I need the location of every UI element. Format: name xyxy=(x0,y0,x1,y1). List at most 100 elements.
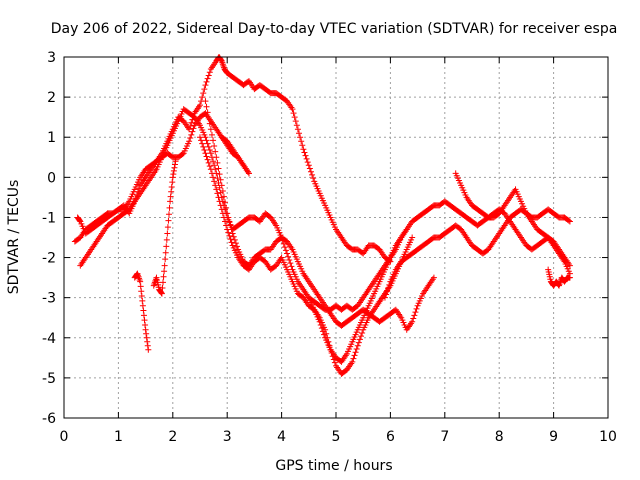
data-point-track-4 xyxy=(208,131,215,138)
y-axis-label: SDTVAR / TECUs xyxy=(6,180,22,295)
data-point-track-9 xyxy=(144,338,151,345)
data-point-track-1 xyxy=(297,134,304,141)
data-point-track-5 xyxy=(354,342,361,349)
data-point-track-10 xyxy=(163,236,170,243)
data-point-track-10 xyxy=(164,230,171,237)
data-point-track-4 xyxy=(215,165,222,172)
x-tick-label: 4 xyxy=(277,429,286,445)
data-point-track-3 xyxy=(288,263,295,270)
data-point-track-1 xyxy=(290,110,297,117)
data-point-track-6 xyxy=(316,318,323,325)
data-point-track-9 xyxy=(143,334,150,341)
data-point-track-9 xyxy=(140,312,147,319)
data-point-track-1 xyxy=(200,90,207,97)
data-point-track-2 xyxy=(187,135,194,142)
data-point-track-1 xyxy=(302,152,309,159)
data-point-track-10 xyxy=(170,171,177,178)
data-point-track-5 xyxy=(197,134,203,141)
data-point-track-7 xyxy=(381,294,388,301)
data-point-track-3 xyxy=(203,137,210,144)
y-tick-label: -5 xyxy=(42,371,56,387)
data-point-track-4 xyxy=(411,312,418,319)
x-tick-label: 5 xyxy=(332,429,341,445)
data-point-track-5 xyxy=(223,222,230,229)
x-tick-label: 6 xyxy=(386,429,395,445)
x-tick-label: 2 xyxy=(168,429,177,445)
data-point-track-10 xyxy=(168,183,175,190)
data-point-track-4 xyxy=(206,120,213,127)
data-point-track-1 xyxy=(187,122,194,129)
data-point-track-1 xyxy=(299,142,306,149)
data-point-track-5 xyxy=(353,346,360,353)
data-point-track-4 xyxy=(204,109,211,116)
data-point-track-5 xyxy=(331,359,338,366)
data-point-track-3 xyxy=(285,253,292,260)
data-point-track-7 xyxy=(383,291,390,298)
data-point-track-5 xyxy=(356,336,363,343)
data-point-track-4 xyxy=(202,98,209,105)
data-point-track-10 xyxy=(171,164,178,171)
data-point-track-3 xyxy=(214,175,221,182)
y-tick-label: -2 xyxy=(42,251,56,267)
data-point-track-4 xyxy=(410,315,417,322)
data-point-track-1 xyxy=(300,146,307,153)
data-point-track-1 xyxy=(188,119,195,126)
data-point-track-10 xyxy=(160,273,167,280)
data-point-track-5 xyxy=(350,355,357,362)
data-point-track-7 xyxy=(384,288,391,295)
data-point-track-4 xyxy=(230,233,237,240)
data-point-track-2 xyxy=(179,151,186,158)
data-point-track-10 xyxy=(162,256,169,263)
data-point-track-1 xyxy=(205,72,212,79)
data-point-track-10 xyxy=(172,158,179,165)
x-axis-label: GPS time / hours xyxy=(275,458,392,474)
y-tick-label: -4 xyxy=(42,331,56,347)
data-point-track-4 xyxy=(214,159,221,166)
data-point-track-10 xyxy=(168,188,175,195)
data-point-track-5 xyxy=(228,239,235,246)
y-tick-label: -6 xyxy=(42,411,56,427)
data-point-track-5 xyxy=(227,236,234,243)
data-point-track-11 xyxy=(245,170,252,177)
data-point-track-9 xyxy=(140,307,147,314)
data-point-track-1 xyxy=(292,118,299,125)
data-point-track-6 xyxy=(317,321,324,328)
data-point-track-5 xyxy=(200,143,207,150)
data-point-track-9 xyxy=(138,288,145,295)
data-point-track-5 xyxy=(224,226,231,233)
data-point-track-9 xyxy=(139,297,146,304)
data-point-track-7 xyxy=(385,285,392,292)
data-point-track-5 xyxy=(352,349,359,356)
x-tick-label: 10 xyxy=(599,429,617,445)
data-point-track-5 xyxy=(211,178,218,185)
data-point-track-10 xyxy=(169,179,176,186)
data-point-track-10 xyxy=(164,224,171,231)
data-point-track-1 xyxy=(201,86,208,93)
data-point-track-1 xyxy=(202,82,209,89)
data-point-track-4 xyxy=(218,182,225,189)
data-point-track-6 xyxy=(319,328,326,335)
x-tick-label: 0 xyxy=(60,429,69,445)
data-point-track-3 xyxy=(207,150,214,157)
data-point-track-5 xyxy=(358,333,365,340)
data-point-track-10 xyxy=(161,262,168,269)
data-point-track-5 xyxy=(201,147,208,154)
data-point-track-4 xyxy=(216,171,223,178)
data-point-track-5 xyxy=(210,174,217,181)
x-tick-label: 1 xyxy=(114,429,123,445)
data-point-track-2 xyxy=(186,138,193,145)
data-point-track-9 xyxy=(144,342,151,349)
data-point-track-5 xyxy=(226,232,233,239)
data-point-track-9 xyxy=(137,283,144,290)
plot-frame xyxy=(63,56,609,419)
data-point-track-5 xyxy=(216,198,223,205)
data-point-track-4 xyxy=(233,243,240,250)
data-point-track-1 xyxy=(305,162,312,169)
data-point-track-4 xyxy=(409,318,416,325)
data-point-track-9 xyxy=(137,278,144,285)
data-point-track-1 xyxy=(294,126,301,133)
data-point-track-4 xyxy=(205,114,212,121)
data-point-track-1 xyxy=(307,168,314,175)
data-point-track-5 xyxy=(199,140,206,147)
data-point-track-5 xyxy=(215,194,222,201)
